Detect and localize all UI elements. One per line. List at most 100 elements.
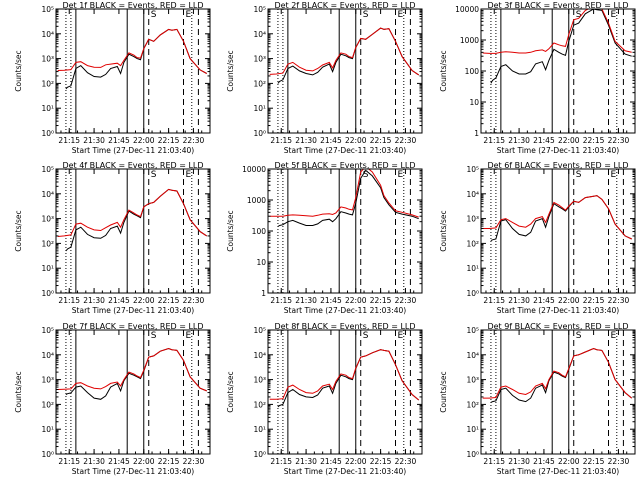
y-tick-label: 10⁴ [41, 30, 54, 39]
y-tick-label: 10⁵ [253, 326, 266, 335]
x-tick-label: 22:30 [183, 296, 205, 305]
panel-title: Det 7f BLACK = Events, RED = LLD [62, 322, 203, 331]
marker-letter: E [611, 331, 617, 341]
y-tick-label: 10¹ [41, 425, 54, 434]
x-tick-label: 22:15 [158, 296, 180, 305]
x-tick-label: 21:30 [83, 136, 105, 145]
series-events [490, 9, 632, 84]
y-tick-label: 10⁰ [41, 129, 54, 138]
y-axis-label: Counts/sec [439, 371, 448, 412]
marker-letter: E [611, 170, 617, 180]
y-tick-label: 10⁵ [41, 326, 54, 335]
x-tick-label: 22:00 [345, 457, 367, 466]
marker-letter: S [363, 331, 369, 341]
x-tick-label: 22:00 [558, 296, 580, 305]
x-tick-label: 22:15 [370, 296, 392, 305]
x-tick-label: 22:15 [583, 457, 605, 466]
y-tick-label: 10² [466, 239, 479, 248]
x-tick-label: 22:30 [183, 457, 205, 466]
axes-frame [480, 329, 636, 455]
y-tick-label: 10⁴ [466, 190, 479, 199]
y-axis-label: Counts/sec [14, 50, 23, 91]
y-tick-label: 10³ [253, 55, 266, 64]
series-events [277, 169, 419, 227]
y-tick-label: 10⁵ [41, 5, 54, 14]
panel-title: Det 3f BLACK = Events, RED = LLD [487, 1, 628, 10]
y-tick-label: 10¹ [253, 425, 266, 434]
marker-letter: S [576, 170, 582, 180]
x-axis-label: Start Time (27-Dec-11 21:03:40) [72, 146, 194, 155]
y-tick-label: 10⁵ [466, 326, 479, 335]
y-tick-label: 1 [474, 129, 479, 138]
x-axis-label: Start Time (27-Dec-11 21:03:40) [72, 467, 194, 476]
series-lld [482, 347, 633, 399]
x-tick-label: 21:15 [270, 296, 292, 305]
y-tick-label: 10² [41, 79, 54, 88]
y-axis-label: Counts/sec [14, 210, 23, 251]
x-tick-label: 21:45 [320, 136, 342, 145]
y-tick-label: 10³ [466, 215, 479, 224]
axes-frame [267, 8, 423, 134]
panel-title: Det 4f BLACK = Events, RED = LLD [62, 161, 203, 170]
y-tick-label: 10⁰ [253, 450, 266, 459]
y-tick-label: 100 [252, 227, 267, 236]
y-tick-label: 1000 [247, 196, 266, 205]
x-tick-label: 22:30 [395, 457, 417, 466]
marker-letter: S [363, 170, 369, 180]
x-tick-label: 21:15 [483, 296, 505, 305]
y-tick-label: 10⁰ [466, 289, 479, 298]
y-tick-label: 10 [256, 258, 266, 267]
x-axis-label: Start Time (27-Dec-11 21:03:40) [497, 146, 619, 155]
y-axis-label: Counts/sec [226, 50, 235, 91]
y-tick-label: 10⁴ [253, 30, 266, 39]
x-tick-label: 21:15 [58, 296, 80, 305]
series-events [65, 347, 207, 400]
x-tick-label: 22:00 [133, 296, 155, 305]
y-tick-label: 10⁰ [466, 450, 479, 459]
series-lld [269, 27, 419, 76]
y-axis-label: Counts/sec [439, 50, 448, 91]
x-tick-label: 21:30 [508, 136, 530, 145]
x-axis-label: Start Time (27-Dec-11 21:03:40) [284, 306, 406, 315]
y-axis-label: Counts/sec [226, 210, 235, 251]
series-lld [57, 347, 207, 392]
marker-letter: E [398, 170, 404, 180]
y-tick-label: 10 [469, 98, 479, 107]
x-tick-label: 21:45 [108, 457, 130, 466]
x-tick-label: 21:15 [270, 457, 292, 466]
marker-letter: S [363, 10, 369, 20]
y-tick-label: 1000 [460, 36, 479, 45]
y-tick-label: 10⁵ [466, 165, 479, 174]
y-tick-label: 10² [466, 400, 479, 409]
x-tick-label: 21:45 [108, 136, 130, 145]
series-lld [269, 349, 420, 401]
x-tick-label: 22:30 [395, 136, 417, 145]
series-lld [482, 195, 632, 240]
marker-letter: E [398, 10, 404, 20]
x-axis-label: Start Time (27-Dec-11 21:03:40) [284, 146, 406, 155]
x-tick-label: 22:00 [133, 136, 155, 145]
x-tick-label: 22:00 [558, 457, 580, 466]
x-tick-label: 21:15 [270, 136, 292, 145]
series-lld [57, 188, 207, 237]
x-tick-label: 22:15 [158, 457, 180, 466]
x-tick-label: 22:30 [183, 136, 205, 145]
panel-title: Det 8f BLACK = Events, RED = LLD [274, 322, 415, 331]
x-tick-label: 21:15 [58, 136, 80, 145]
x-axis-label: Start Time (27-Dec-11 21:03:40) [284, 467, 406, 476]
x-tick-label: 22:15 [370, 136, 392, 145]
x-tick-label: 21:45 [108, 296, 130, 305]
y-tick-label: 10³ [466, 376, 479, 385]
x-tick-label: 21:45 [533, 296, 555, 305]
x-tick-label: 21:30 [508, 296, 530, 305]
y-tick-label: 10¹ [466, 425, 479, 434]
y-tick-label: 10³ [41, 215, 54, 224]
x-tick-label: 21:30 [83, 296, 105, 305]
y-tick-label: 10⁰ [41, 289, 54, 298]
y-tick-label: 10000 [242, 165, 266, 174]
